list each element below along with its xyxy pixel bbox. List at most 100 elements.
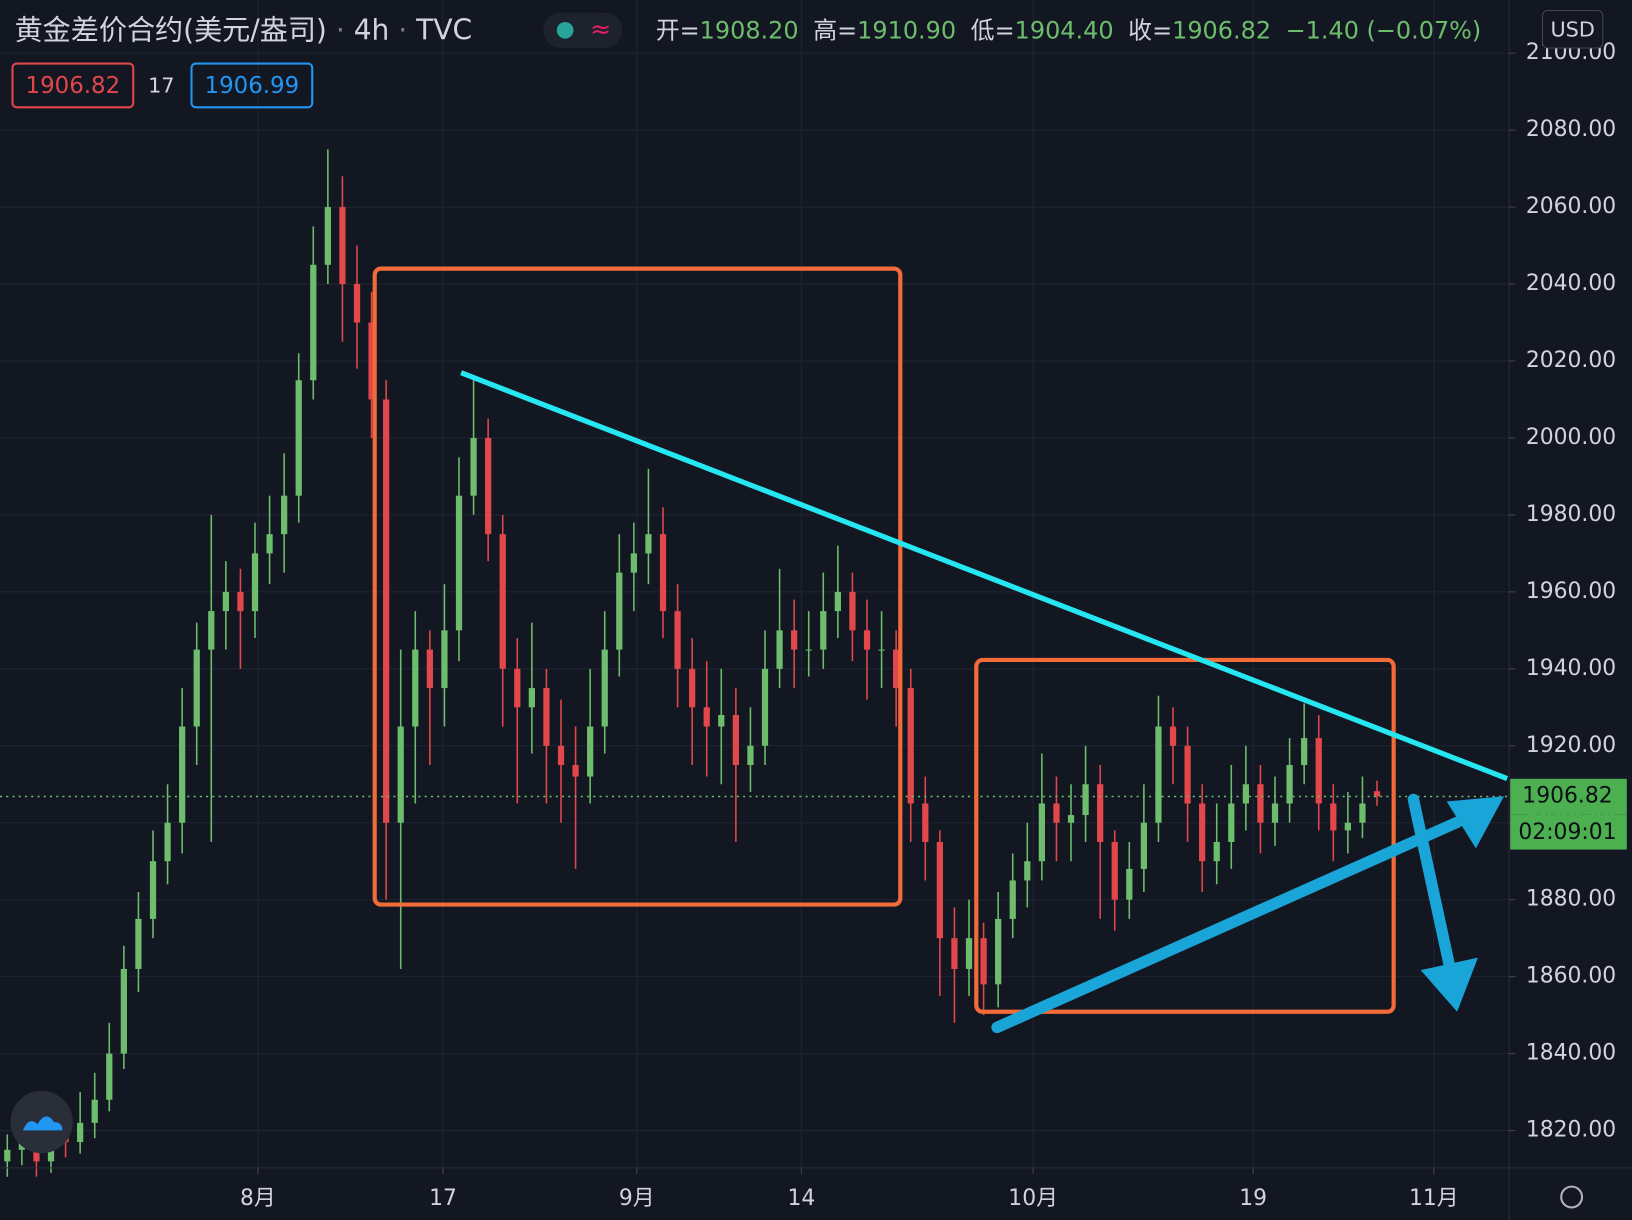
- y-tick-label: 2000.00: [1526, 425, 1616, 450]
- y-tick-label: 2040.00: [1526, 271, 1616, 296]
- candle-body: [616, 572, 623, 650]
- candle-body: [849, 591, 856, 631]
- candle-body: [834, 591, 841, 612]
- y-tick-label: 1840.00: [1526, 1041, 1616, 1066]
- y-tick-label: 1920.00: [1526, 733, 1616, 758]
- candle-body: [514, 668, 521, 708]
- x-tick-label: 17: [429, 1186, 457, 1211]
- legend-key: 开=: [656, 16, 700, 44]
- candle-body: [412, 649, 419, 727]
- range-box: [372, 266, 903, 907]
- candle-body: [164, 822, 171, 862]
- candle-body: [820, 611, 827, 650]
- candle-body: [383, 399, 390, 823]
- candle-body: [965, 938, 973, 969]
- y-tick-label: 1940.00: [1526, 656, 1616, 681]
- y-tick-label: 1820.00: [1526, 1118, 1616, 1143]
- y-tick-label: 1860.00: [1526, 964, 1616, 989]
- candle-body: [1067, 815, 1075, 823]
- candle-body: [1228, 803, 1235, 842]
- candle-body: [1301, 738, 1308, 766]
- status-dot: [556, 21, 574, 39]
- candle-body: [951, 938, 958, 969]
- x-tick-label: 11月: [1409, 1186, 1459, 1211]
- candle-body: [193, 649, 200, 727]
- candle-body: [149, 861, 157, 919]
- separator: ·: [389, 13, 416, 46]
- range-box: [974, 657, 1396, 1014]
- bid-box[interactable]: [11, 62, 135, 109]
- logo-icon: [22, 1116, 63, 1131]
- legend-value: 1904.40: [1015, 16, 1114, 44]
- candle-body: [1038, 803, 1045, 862]
- candle-body: [1184, 745, 1191, 804]
- candle-body: [470, 437, 477, 496]
- candle-body: [310, 264, 317, 381]
- candle-body: [543, 688, 550, 746]
- countdown-box: [1510, 814, 1627, 850]
- arrow-head: [1446, 796, 1504, 849]
- candle-body: [106, 1053, 113, 1100]
- candle-body: [674, 611, 681, 669]
- x-tick-label: 8月: [240, 1186, 276, 1211]
- legend-value: 1910.90: [857, 16, 956, 44]
- ohlc-legend: 开=1908.20 高=1910.90 低=1904.40 收=1906.82 −1.4…: [656, 16, 1482, 44]
- separator: ·: [327, 13, 354, 46]
- candle-body: [485, 437, 492, 535]
- candle-body: [1286, 765, 1293, 804]
- candle-body: [587, 726, 594, 777]
- candle-body: [980, 938, 987, 985]
- arrow: [991, 816, 1463, 1034]
- candle-body: [922, 803, 929, 842]
- y-tick-label: 2080.00: [1526, 117, 1616, 142]
- y-tick-label: 1960.00: [1526, 579, 1616, 604]
- trend-line: [460, 370, 1509, 782]
- candle-body: [645, 534, 652, 554]
- ask: 1906.99: [205, 73, 300, 99]
- candle-body: [441, 630, 448, 689]
- header: 黄金差价合约(美元/盎司) · 4h · TVC: [15, 13, 473, 46]
- candle-body: [499, 534, 506, 669]
- candle-body: [747, 745, 754, 766]
- status-icon: ≈: [590, 14, 611, 43]
- legend-key: 低=: [971, 16, 1015, 44]
- candle-body: [135, 918, 142, 969]
- candle-body: [1111, 841, 1118, 900]
- source: TVC: [415, 13, 472, 46]
- x-tick-label: 19: [1239, 1186, 1267, 1211]
- candle-body: [1359, 803, 1366, 823]
- settings-icon[interactable]: [1560, 1185, 1584, 1209]
- candle-body: [266, 534, 273, 554]
- y-tick-label: 2060.00: [1526, 194, 1616, 219]
- candle-body: [718, 714, 725, 727]
- candle-body: [1169, 726, 1177, 746]
- candle-body: [630, 553, 637, 573]
- candle-body: [659, 534, 667, 612]
- countdown: 02:09:01: [1518, 820, 1616, 845]
- candle-body: [1024, 861, 1031, 881]
- candle-body: [91, 1099, 98, 1123]
- candle-body: [368, 322, 375, 400]
- candle-body: [324, 207, 331, 265]
- candle-body: [251, 553, 259, 612]
- x-tick-label: 14: [788, 1186, 816, 1211]
- candle-body: [995, 918, 1002, 985]
- candle-body: [353, 284, 361, 323]
- currency-box[interactable]: [1541, 9, 1604, 49]
- status-pill[interactable]: [543, 12, 623, 48]
- candle-body: [1126, 868, 1133, 900]
- candle-body: [295, 380, 302, 496]
- candle-body: [689, 668, 696, 708]
- bid: 1906.82: [26, 73, 121, 99]
- candle-body: [761, 668, 769, 746]
- x-tick-label: 10月: [1008, 1186, 1058, 1211]
- candle-body: [893, 649, 900, 689]
- ask-box[interactable]: [190, 62, 314, 109]
- legend-change: −1.40 (−0.07%): [1286, 16, 1482, 44]
- legend-value: 1908.20: [700, 16, 799, 44]
- candle-body: [1344, 822, 1351, 831]
- last-price-box: [1510, 778, 1627, 815]
- legend-key: 高=: [813, 16, 857, 44]
